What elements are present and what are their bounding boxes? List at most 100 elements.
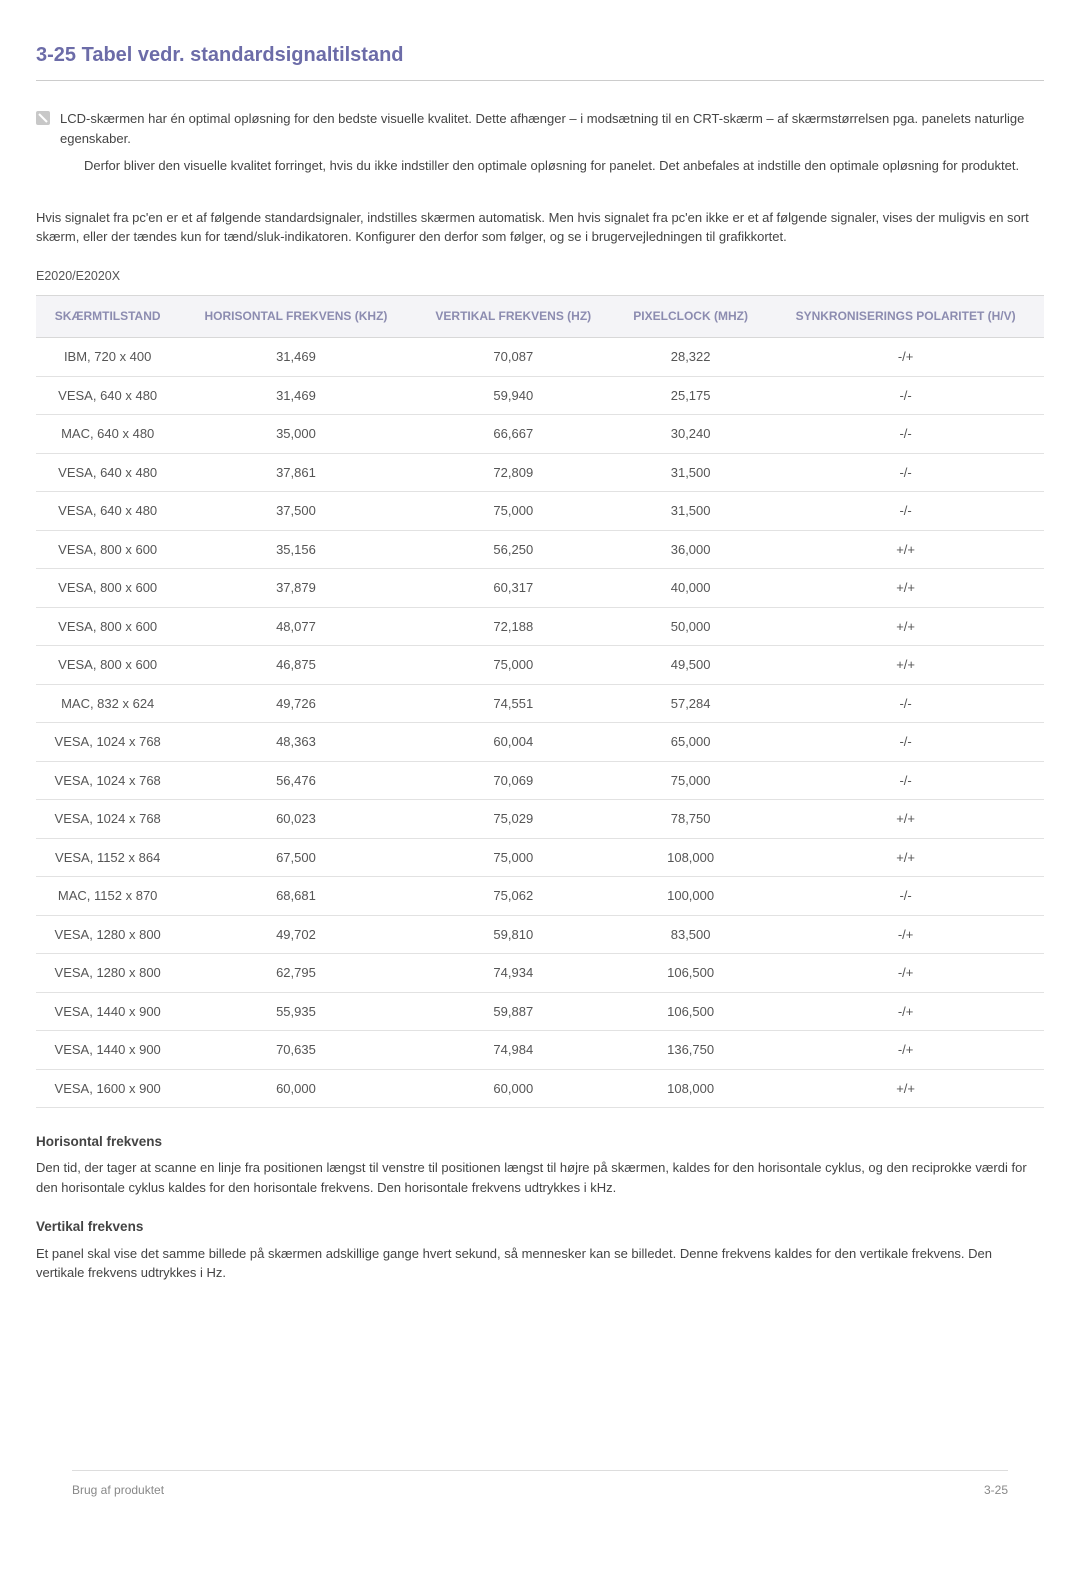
table-cell: IBM, 720 x 400 bbox=[36, 338, 179, 377]
table-row: VESA, 1440 x 90055,93559,887106,500-/+ bbox=[36, 992, 1044, 1031]
table-cell: 37,500 bbox=[179, 492, 412, 531]
table-row: VESA, 800 x 60048,07772,18850,000+/+ bbox=[36, 607, 1044, 646]
table-cell: +/+ bbox=[767, 569, 1044, 608]
table-cell: -/+ bbox=[767, 992, 1044, 1031]
table-cell: 49,500 bbox=[614, 646, 767, 685]
table-row: VESA, 1024 x 76848,36360,00465,000-/- bbox=[36, 723, 1044, 762]
table-row: VESA, 640 x 48037,50075,00031,500-/- bbox=[36, 492, 1044, 531]
table-cell: 37,879 bbox=[179, 569, 412, 608]
table-cell: 74,984 bbox=[413, 1031, 614, 1070]
table-cell: 48,363 bbox=[179, 723, 412, 762]
table-cell: 56,476 bbox=[179, 761, 412, 800]
table-cell: 78,750 bbox=[614, 800, 767, 839]
table-cell: VESA, 1024 x 768 bbox=[36, 723, 179, 762]
table-row: VESA, 1600 x 90060,00060,000108,000+/+ bbox=[36, 1069, 1044, 1108]
table-cell: 48,077 bbox=[179, 607, 412, 646]
table-cell: 28,322 bbox=[614, 338, 767, 377]
table-cell: 65,000 bbox=[614, 723, 767, 762]
table-cell: 60,004 bbox=[413, 723, 614, 762]
table-cell: 108,000 bbox=[614, 1069, 767, 1108]
note-block: LCD-skærmen har én optimal opløsning for… bbox=[36, 109, 1044, 192]
table-cell: +/+ bbox=[767, 607, 1044, 646]
table-cell: VESA, 640 x 480 bbox=[36, 492, 179, 531]
table-cell: 25,175 bbox=[614, 376, 767, 415]
table-cell: 56,250 bbox=[413, 530, 614, 569]
table-cell: VESA, 1152 x 864 bbox=[36, 838, 179, 877]
table-cell: VESA, 1440 x 900 bbox=[36, 992, 179, 1031]
table-cell: 62,795 bbox=[179, 954, 412, 993]
table-cell: 30,240 bbox=[614, 415, 767, 454]
table-cell: VESA, 1280 x 800 bbox=[36, 915, 179, 954]
table-cell: -/+ bbox=[767, 1031, 1044, 1070]
table-cell: 75,000 bbox=[614, 761, 767, 800]
table-cell: MAC, 1152 x 870 bbox=[36, 877, 179, 916]
note-line-2: Derfor bliver den visuelle kvalitet forr… bbox=[84, 156, 1044, 176]
col-polarity: SYNKRONISERINGS POLARITET (H/V) bbox=[767, 296, 1044, 338]
table-cell: 70,069 bbox=[413, 761, 614, 800]
table-cell: 31,500 bbox=[614, 492, 767, 531]
vf-body: Et panel skal vise det samme billede på … bbox=[36, 1244, 1044, 1283]
table-cell: +/+ bbox=[767, 530, 1044, 569]
table-cell: 60,000 bbox=[179, 1069, 412, 1108]
table-cell: 74,934 bbox=[413, 954, 614, 993]
table-cell: -/- bbox=[767, 761, 1044, 800]
page-title: 3-25 Tabel vedr. standardsignaltilstand bbox=[36, 40, 1044, 81]
table-cell: 31,469 bbox=[179, 338, 412, 377]
table-cell: VESA, 800 x 600 bbox=[36, 569, 179, 608]
hf-body: Den tid, der tager at scanne en linje fr… bbox=[36, 1158, 1044, 1197]
table-cell: -/- bbox=[767, 376, 1044, 415]
table-cell: +/+ bbox=[767, 800, 1044, 839]
table-cell: 60,023 bbox=[179, 800, 412, 839]
footer-left: Brug af produktet bbox=[72, 1481, 164, 1499]
table-row: VESA, 800 x 60035,15656,25036,000+/+ bbox=[36, 530, 1044, 569]
table-cell: 68,681 bbox=[179, 877, 412, 916]
table-cell: -/- bbox=[767, 723, 1044, 762]
table-cell: 35,156 bbox=[179, 530, 412, 569]
table-cell: 59,940 bbox=[413, 376, 614, 415]
table-row: MAC, 832 x 62449,72674,55157,284-/- bbox=[36, 684, 1044, 723]
table-cell: 36,000 bbox=[614, 530, 767, 569]
table-cell: 46,875 bbox=[179, 646, 412, 685]
table-cell: 74,551 bbox=[413, 684, 614, 723]
table-row: VESA, 640 x 48031,46959,94025,175-/- bbox=[36, 376, 1044, 415]
table-cell: -/+ bbox=[767, 915, 1044, 954]
vf-heading: Vertikal frekvens bbox=[36, 1217, 1044, 1237]
table-row: MAC, 1152 x 87068,68175,062100,000-/- bbox=[36, 877, 1044, 916]
table-row: VESA, 1152 x 86467,50075,000108,000+/+ bbox=[36, 838, 1044, 877]
col-mode: SKÆRMTILSTAND bbox=[36, 296, 179, 338]
table-row: VESA, 1280 x 80062,79574,934106,500-/+ bbox=[36, 954, 1044, 993]
table-cell: VESA, 1440 x 900 bbox=[36, 1031, 179, 1070]
table-cell: 60,317 bbox=[413, 569, 614, 608]
table-cell: 31,500 bbox=[614, 453, 767, 492]
table-cell: 57,284 bbox=[614, 684, 767, 723]
table-row: VESA, 640 x 48037,86172,80931,500-/- bbox=[36, 453, 1044, 492]
table-cell: 75,000 bbox=[413, 838, 614, 877]
table-cell: VESA, 800 x 600 bbox=[36, 530, 179, 569]
table-cell: 70,087 bbox=[413, 338, 614, 377]
table-cell: VESA, 640 x 480 bbox=[36, 453, 179, 492]
table-cell: MAC, 640 x 480 bbox=[36, 415, 179, 454]
page-footer: Brug af produktet 3-25 bbox=[72, 1470, 1008, 1499]
table-row: IBM, 720 x 40031,46970,08728,322-/+ bbox=[36, 338, 1044, 377]
table-cell: 83,500 bbox=[614, 915, 767, 954]
table-cell: 106,500 bbox=[614, 954, 767, 993]
table-row: MAC, 640 x 48035,00066,66730,240-/- bbox=[36, 415, 1044, 454]
table-cell: +/+ bbox=[767, 838, 1044, 877]
table-cell: VESA, 1280 x 800 bbox=[36, 954, 179, 993]
table-cell: 75,029 bbox=[413, 800, 614, 839]
table-cell: VESA, 800 x 600 bbox=[36, 646, 179, 685]
table-cell: VESA, 1024 x 768 bbox=[36, 800, 179, 839]
table-cell: -/+ bbox=[767, 338, 1044, 377]
table-cell: 59,887 bbox=[413, 992, 614, 1031]
table-cell: 108,000 bbox=[614, 838, 767, 877]
table-cell: 75,000 bbox=[413, 492, 614, 531]
table-cell: +/+ bbox=[767, 646, 1044, 685]
table-cell: 72,188 bbox=[413, 607, 614, 646]
table-cell: -/- bbox=[767, 453, 1044, 492]
table-cell: 67,500 bbox=[179, 838, 412, 877]
table-cell: VESA, 640 x 480 bbox=[36, 376, 179, 415]
table-row: VESA, 1024 x 76856,47670,06975,000-/- bbox=[36, 761, 1044, 800]
table-row: VESA, 1280 x 80049,70259,81083,500-/+ bbox=[36, 915, 1044, 954]
table-cell: +/+ bbox=[767, 1069, 1044, 1108]
model-label: E2020/E2020X bbox=[36, 267, 1044, 286]
